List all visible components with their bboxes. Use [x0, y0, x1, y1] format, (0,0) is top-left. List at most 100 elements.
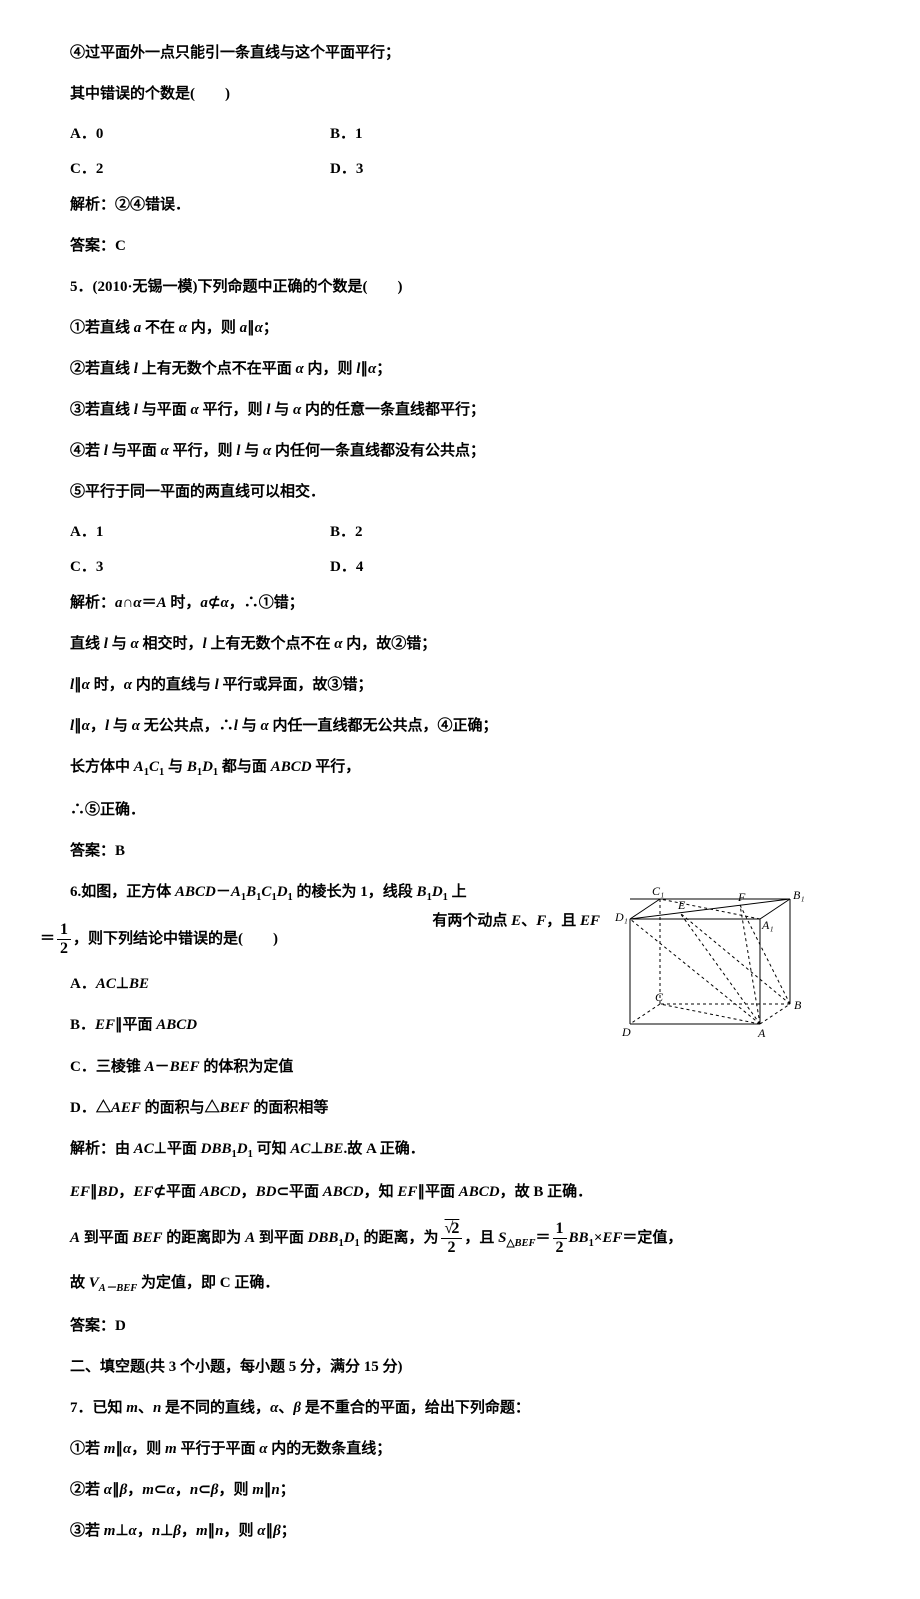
fraction-sqrt2-2: 22: [441, 1221, 463, 1256]
c: ，: [90, 718, 105, 734]
text: 与: [270, 402, 293, 418]
var: A: [231, 884, 241, 900]
var-alpha: α: [270, 1400, 278, 1416]
var-m: m: [142, 1482, 154, 1498]
label-A1: A₁: [761, 918, 774, 932]
q4-ask: 其中错误的个数是( ): [70, 81, 830, 108]
dash: －: [216, 884, 231, 900]
var: BB: [569, 1230, 589, 1246]
var-alpha: α: [257, 1523, 265, 1539]
den: 2: [553, 1239, 567, 1256]
c: ，: [241, 1184, 256, 1200]
perp: ⊥: [115, 1523, 128, 1539]
text: 内，则: [187, 320, 240, 336]
text: ，则: [218, 1482, 252, 1498]
var: C: [261, 884, 271, 900]
var: C: [149, 759, 159, 775]
var: EF: [95, 1017, 115, 1033]
q4-choice-d: D．3: [330, 157, 363, 178]
text: 平面: [167, 1141, 201, 1157]
q7-s3: ③若 m⊥α，n⊥β，m∥n，则 α∥β；: [70, 1518, 830, 1545]
text: ①若: [70, 1441, 104, 1457]
var-alpha: α: [220, 595, 228, 611]
text: 内，则: [304, 361, 357, 377]
var: BE: [129, 976, 149, 992]
q4-choice-b: B．1: [330, 122, 363, 143]
q6-sol3: A 到平面 BEF 的距离即为 A 到平面 DBB1D1 的距离，为22，且 S…: [70, 1220, 830, 1256]
text: 的距离，为: [360, 1230, 439, 1246]
var-alpha: α: [132, 718, 140, 734]
c: ，: [175, 1482, 190, 1498]
var-n: n: [152, 1523, 160, 1539]
var: ABCD: [323, 1184, 364, 1200]
var-m: m: [165, 1441, 177, 1457]
q4-choice-row1: A．0 B．1: [70, 122, 830, 143]
var-alpha: α: [259, 1441, 267, 1457]
var-beta: β: [173, 1523, 181, 1539]
var-beta: β: [293, 1400, 301, 1416]
var-alpha: α: [82, 677, 90, 693]
q4-answer: 答案：C: [70, 233, 830, 260]
label: 解析：: [70, 595, 115, 611]
q4-choice-c: C．2: [70, 157, 330, 178]
text: 内任何一条直线都没有公共点；: [271, 443, 485, 459]
fraction-half: 12: [553, 1221, 567, 1256]
var-alpha: α: [82, 718, 90, 734]
text: 平面: [425, 1184, 459, 1200]
var-alpha: α: [104, 1482, 112, 1498]
q5-choice-c: C．3: [70, 555, 330, 576]
perp: ⊥: [310, 1141, 323, 1157]
text: ；: [263, 320, 278, 336]
var: B: [246, 884, 256, 900]
q5-choice-b: B．2: [330, 520, 363, 541]
text: 与: [164, 759, 187, 775]
text: 内的直线与: [132, 677, 215, 693]
text: 上有无数个点不在: [207, 636, 335, 652]
var-a: a: [240, 320, 248, 336]
subset: ⊂: [198, 1482, 211, 1498]
nsub: ⊄: [208, 595, 221, 611]
text: 可知: [253, 1141, 291, 1157]
triangle-icon: [96, 1100, 111, 1116]
num: 1: [553, 1221, 567, 1239]
parallel: ∥: [115, 1441, 123, 1457]
text: 内，故②错；: [343, 636, 437, 652]
q6-stem-right: 有两个动点 E、F，且 EF: [432, 908, 600, 935]
text: 平行于平面: [177, 1441, 260, 1457]
label-A: A: [757, 1026, 766, 1040]
q5-sol1: 解析：a∩α＝A 时，a⊄α，∴①错；: [70, 590, 830, 617]
var: ABCD: [459, 1184, 500, 1200]
q5-choice-a: A．1: [70, 520, 330, 541]
parallel: ∥: [74, 718, 82, 734]
parallel: ∥: [417, 1184, 425, 1200]
var-m: m: [104, 1523, 116, 1539]
label-D1: D₁: [614, 910, 628, 924]
text: 与平面: [108, 443, 161, 459]
c: ，: [118, 1184, 133, 1200]
q5-sol2: 直线 l 与 α 相交时，l 上有无数个点不在 α 内，故②错；: [70, 631, 830, 658]
text: 不在: [141, 320, 179, 336]
var: EF: [602, 1230, 622, 1246]
var-A: A: [157, 595, 167, 611]
q5-answer: 答案：B: [70, 838, 830, 865]
section2-title: 二、填空题(共 3 个小题，每小题 5 分，满分 15 分): [70, 1354, 830, 1381]
text: 平行，: [312, 759, 361, 775]
var: A: [70, 1230, 80, 1246]
var: BD: [256, 1184, 277, 1200]
var: D: [344, 1230, 355, 1246]
var-E: E: [511, 913, 521, 929]
var: DBB: [201, 1141, 232, 1157]
var-m: m: [126, 1400, 138, 1416]
text: 相交时，: [139, 636, 203, 652]
text: 上有无数个点不在平面: [138, 361, 296, 377]
var-m: m: [196, 1523, 208, 1539]
text: 与平面: [138, 402, 191, 418]
text: ②若: [70, 1482, 104, 1498]
label-D: D: [621, 1025, 631, 1039]
text: 是不重合的平面，给出下列命题：: [301, 1400, 530, 1416]
label: 解析：由: [70, 1141, 134, 1157]
text: 内任一直线都无公共点，④正确；: [269, 718, 498, 734]
var: ABCD: [156, 1017, 197, 1033]
q4-choice-a: A．0: [70, 122, 330, 143]
text: 与: [109, 718, 132, 734]
